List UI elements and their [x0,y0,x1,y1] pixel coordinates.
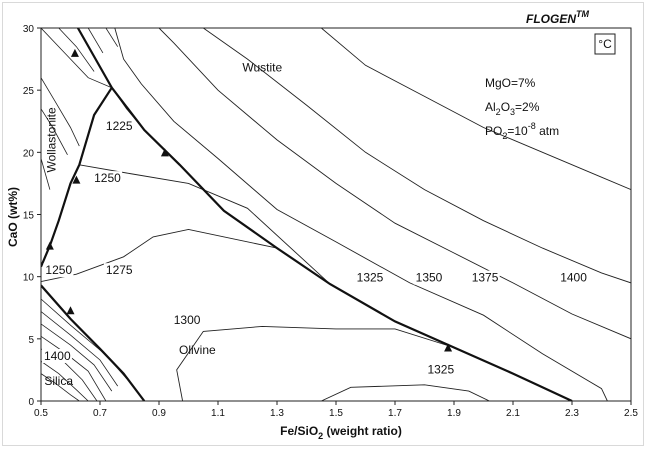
isotherm-label: 1250 [94,171,121,185]
boundary-arrow-mark [70,48,79,57]
isotherm-label-bg [413,270,444,285]
isotherm-line-1300 [176,325,455,401]
silica-line [41,323,113,392]
isotherm-label: 1350 [416,271,443,285]
x-tick-label: 0.7 [93,408,107,419]
unit-box-label: °C [598,37,612,51]
region-label-wustite: Wustite [242,61,282,75]
isotherm-label-bg [558,270,589,285]
chart-svg: 0.5 0.7 0.9 1.1 1.3 1.5 1.7 1.9 2.1 2.3 2.5 0 5 10 15 2… [6,9,639,441]
x-tick-label: 2.1 [506,408,520,419]
chart-ticks: 0.5 0.7 0.9 1.1 1.3 1.5 1.7 1.9 2.1 2.3 2.5 0 5 10 15 2… [23,24,639,419]
isotherm-label: 1225 [106,119,133,133]
silica-line [41,335,107,401]
isotherm-line-1275 [41,228,278,283]
x-axis-label: Fe/SiO2 (weight ratio) [280,424,402,441]
silica-line [41,373,80,401]
wollastonite-line [58,28,95,72]
isotherm-label: 1400 [560,271,587,285]
x-tick-label: 2.5 [624,408,638,419]
wollastonite-line [105,28,119,47]
wollastonite-line [41,158,51,190]
isotherm-line-1350 [158,28,631,340]
y-tick-label: 25 [23,86,35,97]
isotherm-line-1400 [321,28,631,191]
region-label-wollastonite: Wollastonite [45,107,59,172]
x-tick-label: 1.9 [447,408,461,419]
wollastonite-line [41,77,80,147]
y-tick-label: 30 [23,24,35,35]
plot-area [40,27,632,402]
y-tick-label: 20 [23,148,35,159]
boundary-arrow-mark [72,175,81,184]
boundary-wustite-olivine [76,28,573,401]
chart-lines [41,28,631,401]
y-tick-label: 15 [23,211,35,222]
x-tick-label: 1.3 [270,408,284,419]
isotherm-label-bg [171,312,202,327]
isotherm-label-bg [425,362,456,377]
boundary-arrow-mark [160,148,169,157]
isotherm-line-1325 [114,28,608,401]
condition-mgo: MgO=7% [485,76,536,90]
isotherm-label: 1250 [45,263,72,277]
isotherm-label: 1325 [427,363,454,377]
isotherm-line-1325 [321,384,490,401]
unit-box [594,33,616,55]
isotherm-label: 1375 [472,271,499,285]
chart-frame: 0.5 0.7 0.9 1.1 1.3 1.5 1.7 1.9 2.1 2.3 2.5 0 5 10 15 2… [2,2,644,446]
region-label-silica: Silica [44,374,73,388]
isotherm-line-1375 [203,28,631,284]
isotherm-label-bg [469,270,500,285]
isotherm-label: 1275 [106,263,133,277]
x-tick-label: 1.5 [329,408,343,419]
x-tick-label: 1.1 [211,408,225,419]
isotherm-label-bg [103,118,134,133]
x-tick-label: 1.7 [388,408,402,419]
brand-label: FLOGENTM [526,9,589,26]
y-tick-label: 0 [28,397,34,408]
isotherm-label: 1300 [174,313,201,327]
silica-line [41,298,127,379]
condition-po2: PO2=10-8 atm [485,121,559,141]
isotherm-label: 1400 [44,349,71,363]
silica-line [41,311,119,387]
isotherm-label-bg [41,348,72,363]
silica-line [41,360,89,401]
x-tick-label: 0.5 [34,408,48,419]
isotherm-label-bg [92,171,123,186]
x-tick-label: 2.3 [565,408,579,419]
isotherm-label-bg [103,263,134,278]
wollastonite-line [41,28,112,89]
y-axis-label: CaO (wt%) [6,187,20,247]
boundary-arrow-mark [444,343,453,352]
y-tick-label: 10 [23,273,35,284]
region-label-olivine: Olivine [179,343,216,357]
wollastonite-line [87,28,104,54]
chart-labels: Wustite Olivine Silica Wollastonite 1225 1250… [41,61,589,388]
condition-al2o3: Al2O3=2% [485,100,540,117]
boundary-arrow-mark [66,306,75,315]
wollastonite-line [41,108,68,155]
isotherm-label-bg [354,270,385,285]
isotherm-label: 1325 [357,271,384,285]
isotherm-line-1250 [79,164,331,285]
y-tick-label: 5 [28,335,34,346]
x-tick-label: 0.9 [152,408,166,419]
isotherm-label-bg [43,263,74,278]
boundary-arrow-mark [45,241,54,250]
boundary-silica-olivine [41,284,146,401]
